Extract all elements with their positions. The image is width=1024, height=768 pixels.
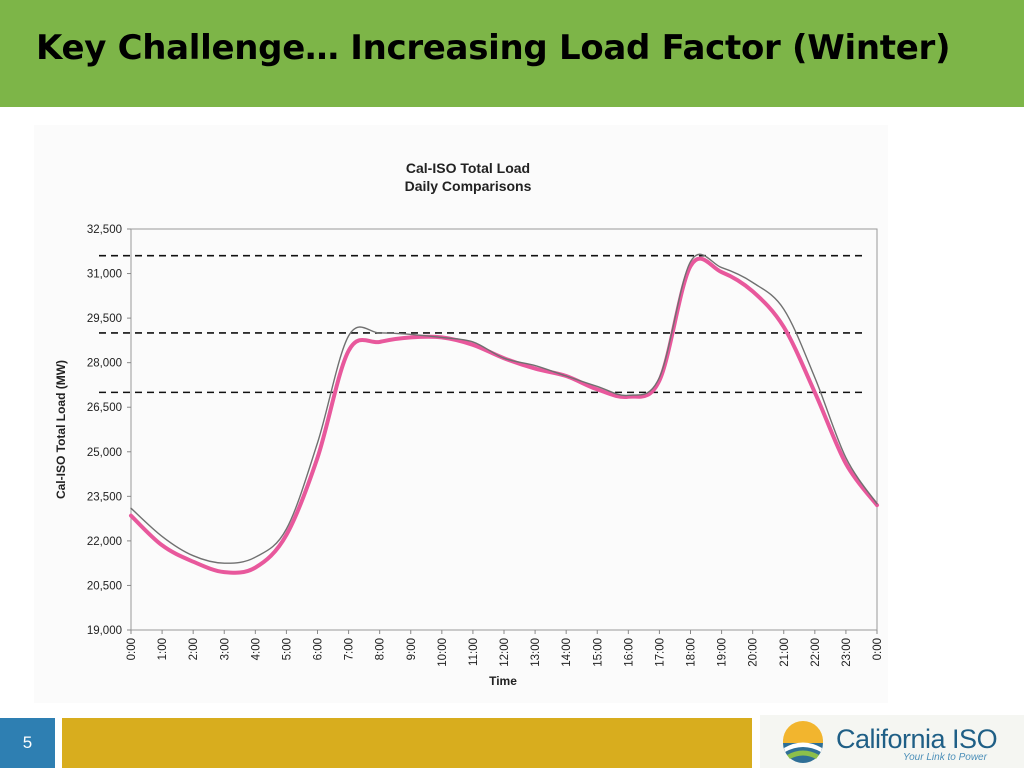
x-tick-label: 13:00 [530,638,542,667]
chart-title: Cal-ISO Total Load [406,160,530,176]
slide-title: Key Challenge… Increasing Load Factor (W… [36,28,951,68]
title-bar [0,0,1024,107]
y-tick-label: 23,500 [87,491,122,503]
logo-tagline: Your Link to Power [903,752,987,763]
x-tick-label: 16:00 [623,638,635,667]
footer-bar [62,718,752,768]
y-tick-label: 31,000 [87,269,122,281]
x-tick-label: 4:00 [250,638,262,660]
x-tick-label: 21:00 [779,638,791,667]
x-tick-label: 14:00 [561,638,573,667]
y-tick-label: 29,500 [87,313,122,325]
x-tick-label: 0:00 [126,638,138,660]
x-tick-label: 6:00 [313,638,325,660]
y-axis-label: Cal-ISO Total Load (MW) [54,360,68,499]
y-tick-label: 26,500 [87,402,122,414]
x-tick-label: 9:00 [406,638,418,660]
x-tick-label: 12:00 [499,638,511,667]
x-tick-label: 18:00 [686,638,698,667]
x-tick-label: 23:00 [841,638,853,667]
page-number-box [0,718,55,768]
x-axis-label: Time [489,674,517,688]
series-line-05-feb-08 [130,253,878,564]
y-tick-label: 28,000 [87,358,122,370]
y-tick-label: 20,500 [87,580,122,592]
chart-panel: Cal-ISO Total Load Daily Comparisons 32,50… [34,125,888,703]
load-chart: Cal-ISO Total Load Daily Comparisons 32,50… [54,160,884,688]
y-tick-label: 32,500 [87,224,122,236]
x-tick-label: 19:00 [717,638,729,667]
page-number: 5 [22,733,33,752]
x-tick-label: 17:00 [654,638,666,667]
x-tick-label: 7:00 [344,638,356,660]
chart-subtitle: Daily Comparisons [405,178,532,194]
x-tick-label: 22:00 [810,638,822,667]
x-tick-label: 8:00 [375,638,387,660]
y-tick-label: 19,000 [87,625,122,637]
series-line-06-feb-08 [129,256,879,575]
california-iso-logo-icon [783,721,823,763]
logo-name: California ISO [836,724,998,754]
x-tick-label: 0:00 [872,638,884,660]
x-tick-label: 1:00 [157,638,169,660]
x-tick-label: 10:00 [437,638,449,667]
y-tick-label: 22,000 [87,536,122,548]
x-tick-label: 20:00 [748,638,760,667]
x-tick-label: 3:00 [219,638,231,660]
x-tick-label: 15:00 [592,638,604,667]
x-tick-label: 11:00 [468,638,480,666]
x-tick-label: 5:00 [281,638,293,660]
x-tick-label: 2:00 [188,638,200,660]
y-tick-label: 25,000 [87,447,122,459]
plot-area [130,228,878,631]
